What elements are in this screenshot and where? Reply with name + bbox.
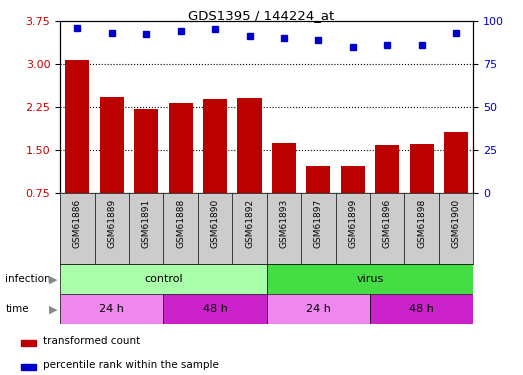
Text: transformed count: transformed count	[43, 336, 140, 346]
Text: time: time	[5, 304, 29, 314]
Bar	[272, 143, 296, 193]
Text: GSM61893: GSM61893	[279, 199, 289, 248]
Text: GSM61898: GSM61898	[417, 199, 426, 248]
Bar	[370, 294, 473, 324]
Bar	[20, 340, 36, 346]
Text: infection: infection	[5, 274, 51, 284]
Text: percentile rank within the sample: percentile rank within the sample	[43, 360, 219, 370]
Bar	[65, 60, 89, 193]
Text: GSM61889: GSM61889	[107, 199, 116, 248]
Bar	[341, 166, 365, 193]
Text: GSM61892: GSM61892	[245, 199, 254, 248]
Bar	[134, 109, 158, 193]
Bar	[20, 364, 36, 370]
Text: virus: virus	[356, 274, 384, 284]
Bar	[60, 264, 267, 294]
Bar	[267, 294, 370, 324]
Text: GSM61900: GSM61900	[451, 199, 461, 248]
Bar	[237, 98, 262, 193]
Bar	[444, 132, 468, 193]
Text: control: control	[144, 274, 183, 284]
Bar	[163, 294, 267, 324]
Text: GSM61890: GSM61890	[211, 199, 220, 248]
Text: 48 h: 48 h	[409, 304, 434, 314]
Text: GSM61899: GSM61899	[348, 199, 357, 248]
Text: 48 h: 48 h	[202, 304, 228, 314]
Text: 24 h: 24 h	[306, 304, 331, 314]
Text: GSM61896: GSM61896	[383, 199, 392, 248]
Bar	[375, 146, 399, 193]
Text: GDS1395 / 144224_at: GDS1395 / 144224_at	[188, 9, 335, 22]
Text: GSM61886: GSM61886	[73, 199, 82, 248]
Text: ▶: ▶	[49, 274, 58, 284]
Bar	[410, 144, 434, 193]
Bar	[267, 264, 473, 294]
Bar	[168, 103, 192, 193]
Text: 24 h: 24 h	[99, 304, 124, 314]
Bar	[100, 97, 124, 193]
Text: GSM61897: GSM61897	[314, 199, 323, 248]
Bar	[203, 99, 227, 193]
Text: ▶: ▶	[49, 304, 58, 314]
Text: GSM61891: GSM61891	[142, 199, 151, 248]
Bar	[60, 294, 163, 324]
Text: GSM61888: GSM61888	[176, 199, 185, 248]
Bar	[306, 166, 331, 193]
